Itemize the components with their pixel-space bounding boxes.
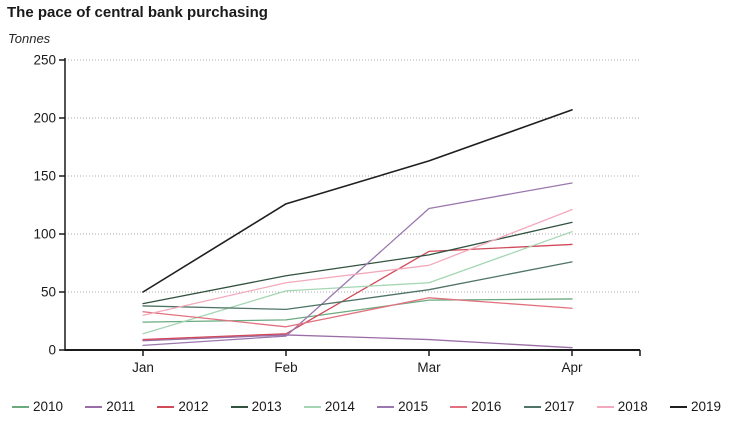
legend-item-2016: 2016 bbox=[450, 399, 501, 414]
series-line-2014 bbox=[142, 231, 573, 335]
series-line-2019 bbox=[142, 109, 573, 293]
y-axis-tick-label: 250 bbox=[33, 53, 56, 68]
series-line-2018 bbox=[142, 208, 573, 316]
legend-item-label: 2018 bbox=[617, 399, 648, 414]
x-axis-tick-label: Feb bbox=[274, 360, 297, 375]
legend-item-label: 2013 bbox=[251, 399, 282, 414]
legend-item-2013: 2013 bbox=[230, 399, 282, 414]
legend-item-2012: 2012 bbox=[157, 399, 208, 414]
x-axis-tick-label: Mar bbox=[417, 360, 441, 375]
legend-swatch-2015 bbox=[377, 405, 395, 408]
x-axis-tick-label: Apr bbox=[561, 360, 583, 375]
y-axis-unit-label: Tonnes bbox=[8, 31, 51, 46]
legend-swatch-2016 bbox=[450, 405, 468, 408]
series-line-2013 bbox=[142, 221, 573, 305]
legend-swatch-2014 bbox=[303, 405, 321, 408]
series-line-2015 bbox=[142, 182, 573, 347]
legend-swatch-2019 bbox=[669, 405, 687, 408]
legend-item-2018: 2018 bbox=[596, 399, 648, 414]
legend-item-label: 2012 bbox=[178, 399, 209, 414]
y-axis-tick-label: 50 bbox=[41, 285, 56, 300]
legend-swatch-2012 bbox=[157, 405, 175, 408]
legend-swatch-2018 bbox=[596, 405, 614, 408]
legend-item-2014: 2014 bbox=[303, 399, 355, 414]
legend-item-label: 2011 bbox=[106, 399, 136, 414]
legend-swatch-2011 bbox=[85, 405, 103, 408]
page-title: The pace of central bank purchasing bbox=[7, 4, 268, 21]
series-line-2011 bbox=[142, 334, 573, 349]
legend-item-label: 2015 bbox=[398, 399, 429, 414]
legend-item-2019: 2019 bbox=[669, 399, 721, 414]
y-axis-tick-label: 0 bbox=[48, 343, 56, 358]
legend-item-2010: 2010 bbox=[12, 399, 63, 414]
chart-legend: 2010 2011 2012 2013 2014 2015 2016 2017 2018 2019 bbox=[0, 399, 733, 414]
series-line-2012 bbox=[142, 243, 573, 341]
legend-item-label: 2014 bbox=[324, 399, 355, 414]
legend-item-label: 2010 bbox=[33, 399, 64, 414]
series-line-2016 bbox=[142, 297, 573, 328]
legend-swatch-2010 bbox=[12, 405, 29, 408]
series-line-2010 bbox=[142, 298, 573, 323]
legend-item-2011: 2011 bbox=[85, 399, 135, 414]
y-axis-tick-label: 100 bbox=[33, 227, 56, 242]
legend-item-2017: 2017 bbox=[523, 399, 575, 414]
legend-item-label: 2017 bbox=[544, 399, 575, 414]
legend-item-label: 2016 bbox=[471, 399, 502, 414]
legend-swatch-2017 bbox=[523, 405, 541, 408]
x-axis-tick-label: Jan bbox=[132, 360, 154, 375]
series-line-2017 bbox=[142, 261, 573, 311]
legend-item-label: 2019 bbox=[690, 399, 721, 414]
legend-swatch-2013 bbox=[230, 405, 248, 408]
legend-item-2015: 2015 bbox=[377, 399, 428, 414]
y-axis-tick-label: 150 bbox=[33, 169, 56, 184]
y-axis-tick-label: 200 bbox=[33, 111, 56, 126]
